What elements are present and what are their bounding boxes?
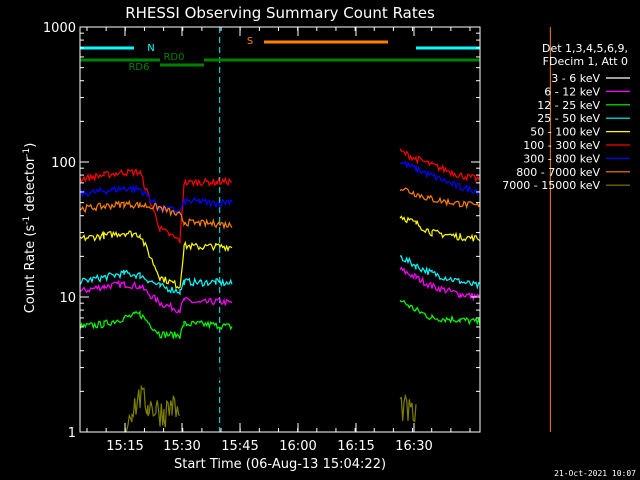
legend-header-0: Det 1,3,4,5,6,9, [542, 42, 628, 55]
series-6-segment-0 [79, 184, 233, 215]
flag-label-rd0: RD0 [163, 52, 184, 63]
plot-frame [79, 26, 481, 433]
series-1-segment-0 [79, 279, 233, 314]
flag-label-s: S [247, 36, 253, 47]
series-5 [79, 148, 481, 244]
series-1-segment-1 [399, 266, 481, 302]
legend-label-4: 50 - 100 keV [530, 126, 600, 139]
series-8 [124, 384, 417, 433]
chart-title: RHESSI Observing Summary Count Rates [125, 4, 435, 22]
legend-label-6: 300 - 800 keV [523, 152, 600, 165]
flag-label-n: N [147, 43, 154, 54]
footer-timestamp: 21-Oct-2021 10:07 [554, 469, 636, 478]
series-5-segment-1 [399, 148, 481, 184]
series-7-segment-0 [79, 199, 233, 230]
series-2 [79, 299, 481, 340]
y-tick-label-1: 10 [59, 291, 76, 306]
series-2-segment-0 [79, 310, 233, 340]
series-6-segment-1 [399, 160, 480, 196]
series-3-segment-0 [79, 269, 233, 296]
y-tick-label-2: 100 [51, 156, 76, 171]
flag-bars: N S RD0 RD6 [80, 36, 480, 73]
series-7 [79, 187, 481, 230]
series-4 [79, 215, 481, 289]
x-tick-label-0: 15:15 [106, 439, 143, 454]
series-group [79, 148, 481, 433]
x-tick-label-5: 16:30 [395, 439, 432, 454]
x-tick-label-2: 15:45 [221, 439, 258, 454]
series-6 [79, 160, 480, 215]
x-axis-label: Start Time (06-Aug-13 15:04:22) [174, 457, 386, 472]
y-tick-label-3: 1000 [43, 21, 76, 36]
series-2-segment-1 [399, 299, 481, 326]
series-8-segment-1 [399, 393, 417, 423]
series-0-segment-0 [79, 349, 233, 392]
y-tick-label-0: 1 [68, 426, 76, 441]
x-tick-label-1: 15:30 [163, 439, 200, 454]
legend-label-7: 800 - 7000 keV [516, 166, 600, 179]
series-8-segment-0 [124, 384, 181, 433]
legend-label-5: 100 - 300 keV [523, 139, 600, 152]
series-0-segment-1 [415, 369, 481, 393]
axes-group: 1 10 100 1000 15:15 15:30 15:45 16:00 16:15 16:30 [43, 21, 481, 454]
series-0 [79, 349, 481, 393]
legend-header-1: FDecim 1, Att 0 [543, 55, 628, 68]
flag-label-rd6: RD6 [128, 62, 149, 73]
legend-label-1: 6 - 12 keV [544, 85, 600, 98]
legend-label-2: 12 - 25 keV [537, 99, 600, 112]
x-tick-label-4: 16:15 [337, 439, 374, 454]
series-3 [79, 255, 481, 296]
legend-label-0: 3 - 6 keV [551, 72, 600, 85]
series-1 [79, 266, 481, 314]
y-axis-label: Count Rate (s-1 detector-1) [22, 143, 38, 314]
series-7-segment-1 [399, 187, 481, 210]
x-tick-label-3: 16:00 [279, 439, 316, 454]
series-3-segment-1 [400, 255, 481, 290]
series-4-segment-1 [399, 215, 481, 242]
legend: Det 1,3,4,5,6,9,FDecim 1, Att 0 3 - 6 keV… [502, 42, 630, 192]
legend-label-3: 25 - 50 keV [537, 112, 600, 125]
legend-label-8: 7000 - 15000 keV [502, 179, 600, 192]
series-4-segment-0 [79, 230, 233, 289]
series-5-segment-0 [79, 168, 233, 244]
